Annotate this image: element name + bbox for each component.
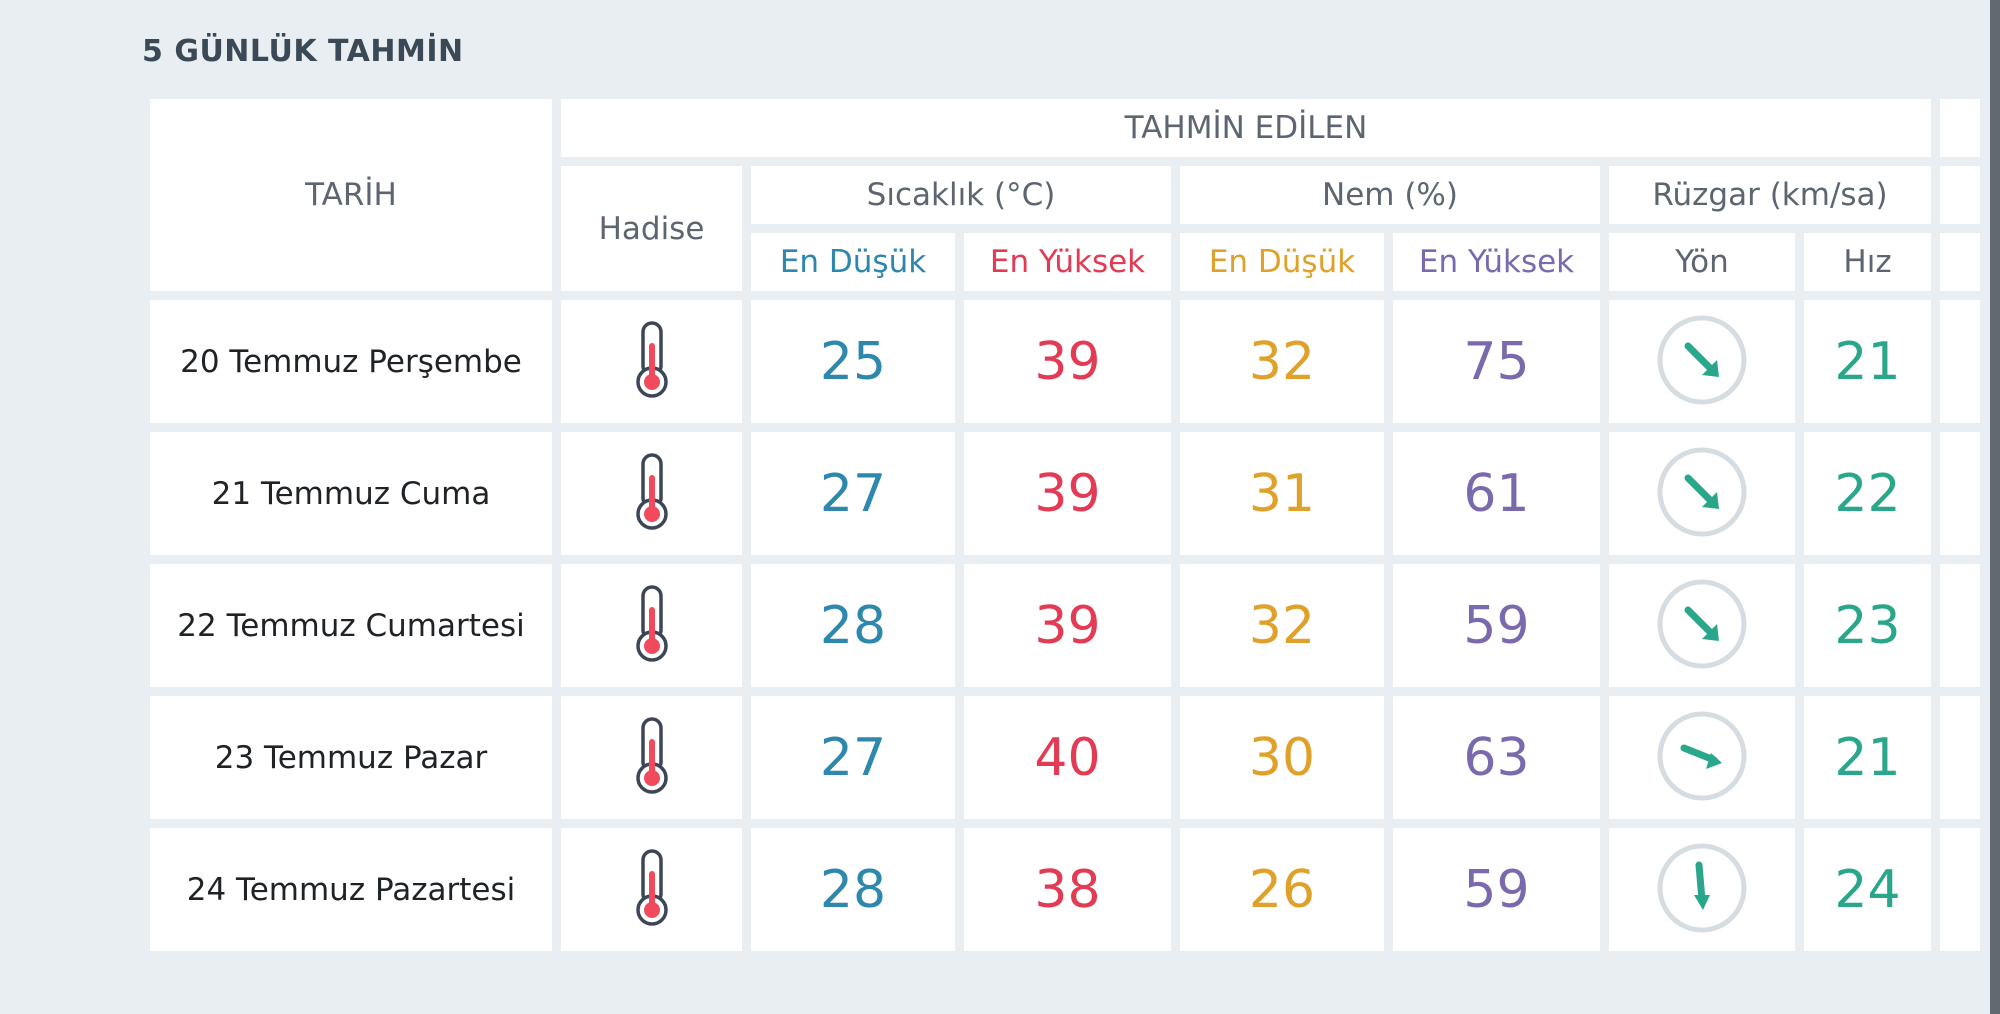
overflow-cell	[1940, 432, 1980, 555]
wind-dir-cell	[1609, 564, 1795, 687]
temp-max-cell: 39	[964, 432, 1171, 555]
temp-min-cell: 28	[751, 828, 955, 951]
hum-min-cell: 30	[1180, 696, 1384, 819]
event-cell	[561, 696, 742, 819]
header-date: TARİH	[150, 99, 552, 291]
header-overflow	[1940, 233, 1980, 291]
thermometer-hot-icon	[632, 716, 672, 800]
wind-direction-arrow-icon	[1654, 444, 1750, 544]
wind-speed-cell: 22	[1804, 432, 1931, 555]
header-overflow	[1940, 99, 1980, 157]
hum-min-cell: 26	[1180, 828, 1384, 951]
header-wind-dir: Yön	[1609, 233, 1795, 291]
wind-speed-cell: 21	[1804, 300, 1931, 423]
wind-direction-arrow-icon	[1654, 840, 1750, 940]
wind-direction-arrow-icon	[1654, 312, 1750, 412]
wind-speed-cell: 24	[1804, 828, 1931, 951]
header-humidity: Nem (%)	[1180, 166, 1600, 224]
temp-max-cell: 39	[964, 300, 1171, 423]
temp-max-cell: 38	[964, 828, 1171, 951]
temp-min-cell: 27	[751, 432, 955, 555]
overflow-cell	[1940, 696, 1980, 819]
wind-direction-arrow-icon	[1654, 708, 1750, 808]
date-cell: 20 Temmuz Perşembe	[150, 300, 552, 423]
hum-max-cell: 63	[1393, 696, 1600, 819]
table-row: 22 Temmuz Cumartesi 28 39 32 59 23	[150, 564, 1980, 687]
event-cell	[561, 300, 742, 423]
hum-min-cell: 31	[1180, 432, 1384, 555]
wind-speed-cell: 23	[1804, 564, 1931, 687]
hum-min-cell: 32	[1180, 300, 1384, 423]
event-cell	[561, 564, 742, 687]
date-cell: 22 Temmuz Cumartesi	[150, 564, 552, 687]
temp-max-cell: 40	[964, 696, 1171, 819]
hum-max-cell: 59	[1393, 564, 1600, 687]
overflow-cell	[1940, 828, 1980, 951]
overflow-cell	[1940, 300, 1980, 423]
event-cell	[561, 432, 742, 555]
header-temp-min: En Düşük	[751, 233, 955, 291]
table-row: 20 Temmuz Perşembe 25 39 32 75 21	[150, 300, 1980, 423]
date-cell: 23 Temmuz Pazar	[150, 696, 552, 819]
header-predicted: TAHMİN EDİLEN	[561, 99, 1931, 157]
wind-dir-cell	[1609, 300, 1795, 423]
thermometer-hot-icon	[632, 320, 672, 404]
header-wind-speed: Hız	[1804, 233, 1931, 291]
forecast-table: TARİH TAHMİN EDİLEN Hadise Sıcaklık (°C)…	[141, 90, 1989, 960]
table-row: 21 Temmuz Cuma 27 39 31 61 22	[150, 432, 1980, 555]
thermometer-hot-icon	[632, 848, 672, 932]
thermometer-hot-icon	[632, 452, 672, 536]
header-event: Hadise	[561, 166, 742, 291]
temp-min-cell: 28	[751, 564, 955, 687]
event-cell	[561, 828, 742, 951]
hum-max-cell: 61	[1393, 432, 1600, 555]
header-temperature: Sıcaklık (°C)	[751, 166, 1171, 224]
wind-dir-cell	[1609, 432, 1795, 555]
header-overflow	[1940, 166, 1980, 224]
wind-speed-cell: 21	[1804, 696, 1931, 819]
section-title: 5 GÜNLÜK TAHMİN	[142, 34, 464, 69]
temp-min-cell: 27	[751, 696, 955, 819]
table-row: 23 Temmuz Pazar 27 40 30 63 21	[150, 696, 1980, 819]
thermometer-hot-icon	[632, 584, 672, 668]
date-cell: 21 Temmuz Cuma	[150, 432, 552, 555]
header-hum-min: En Düşük	[1180, 233, 1384, 291]
header-hum-max: En Yüksek	[1393, 233, 1600, 291]
table-row: 24 Temmuz Pazartesi 28 38 26 59 24	[150, 828, 1980, 951]
overflow-cell	[1940, 564, 1980, 687]
date-cell: 24 Temmuz Pazartesi	[150, 828, 552, 951]
window-edge	[1990, 0, 2000, 1014]
temp-max-cell: 39	[964, 564, 1171, 687]
temp-min-cell: 25	[751, 300, 955, 423]
hum-max-cell: 59	[1393, 828, 1600, 951]
hum-min-cell: 32	[1180, 564, 1384, 687]
wind-dir-cell	[1609, 696, 1795, 819]
wind-dir-cell	[1609, 828, 1795, 951]
hum-max-cell: 75	[1393, 300, 1600, 423]
header-wind: Rüzgar (km/sa)	[1609, 166, 1931, 224]
wind-direction-arrow-icon	[1654, 576, 1750, 676]
header-temp-max: En Yüksek	[964, 233, 1171, 291]
